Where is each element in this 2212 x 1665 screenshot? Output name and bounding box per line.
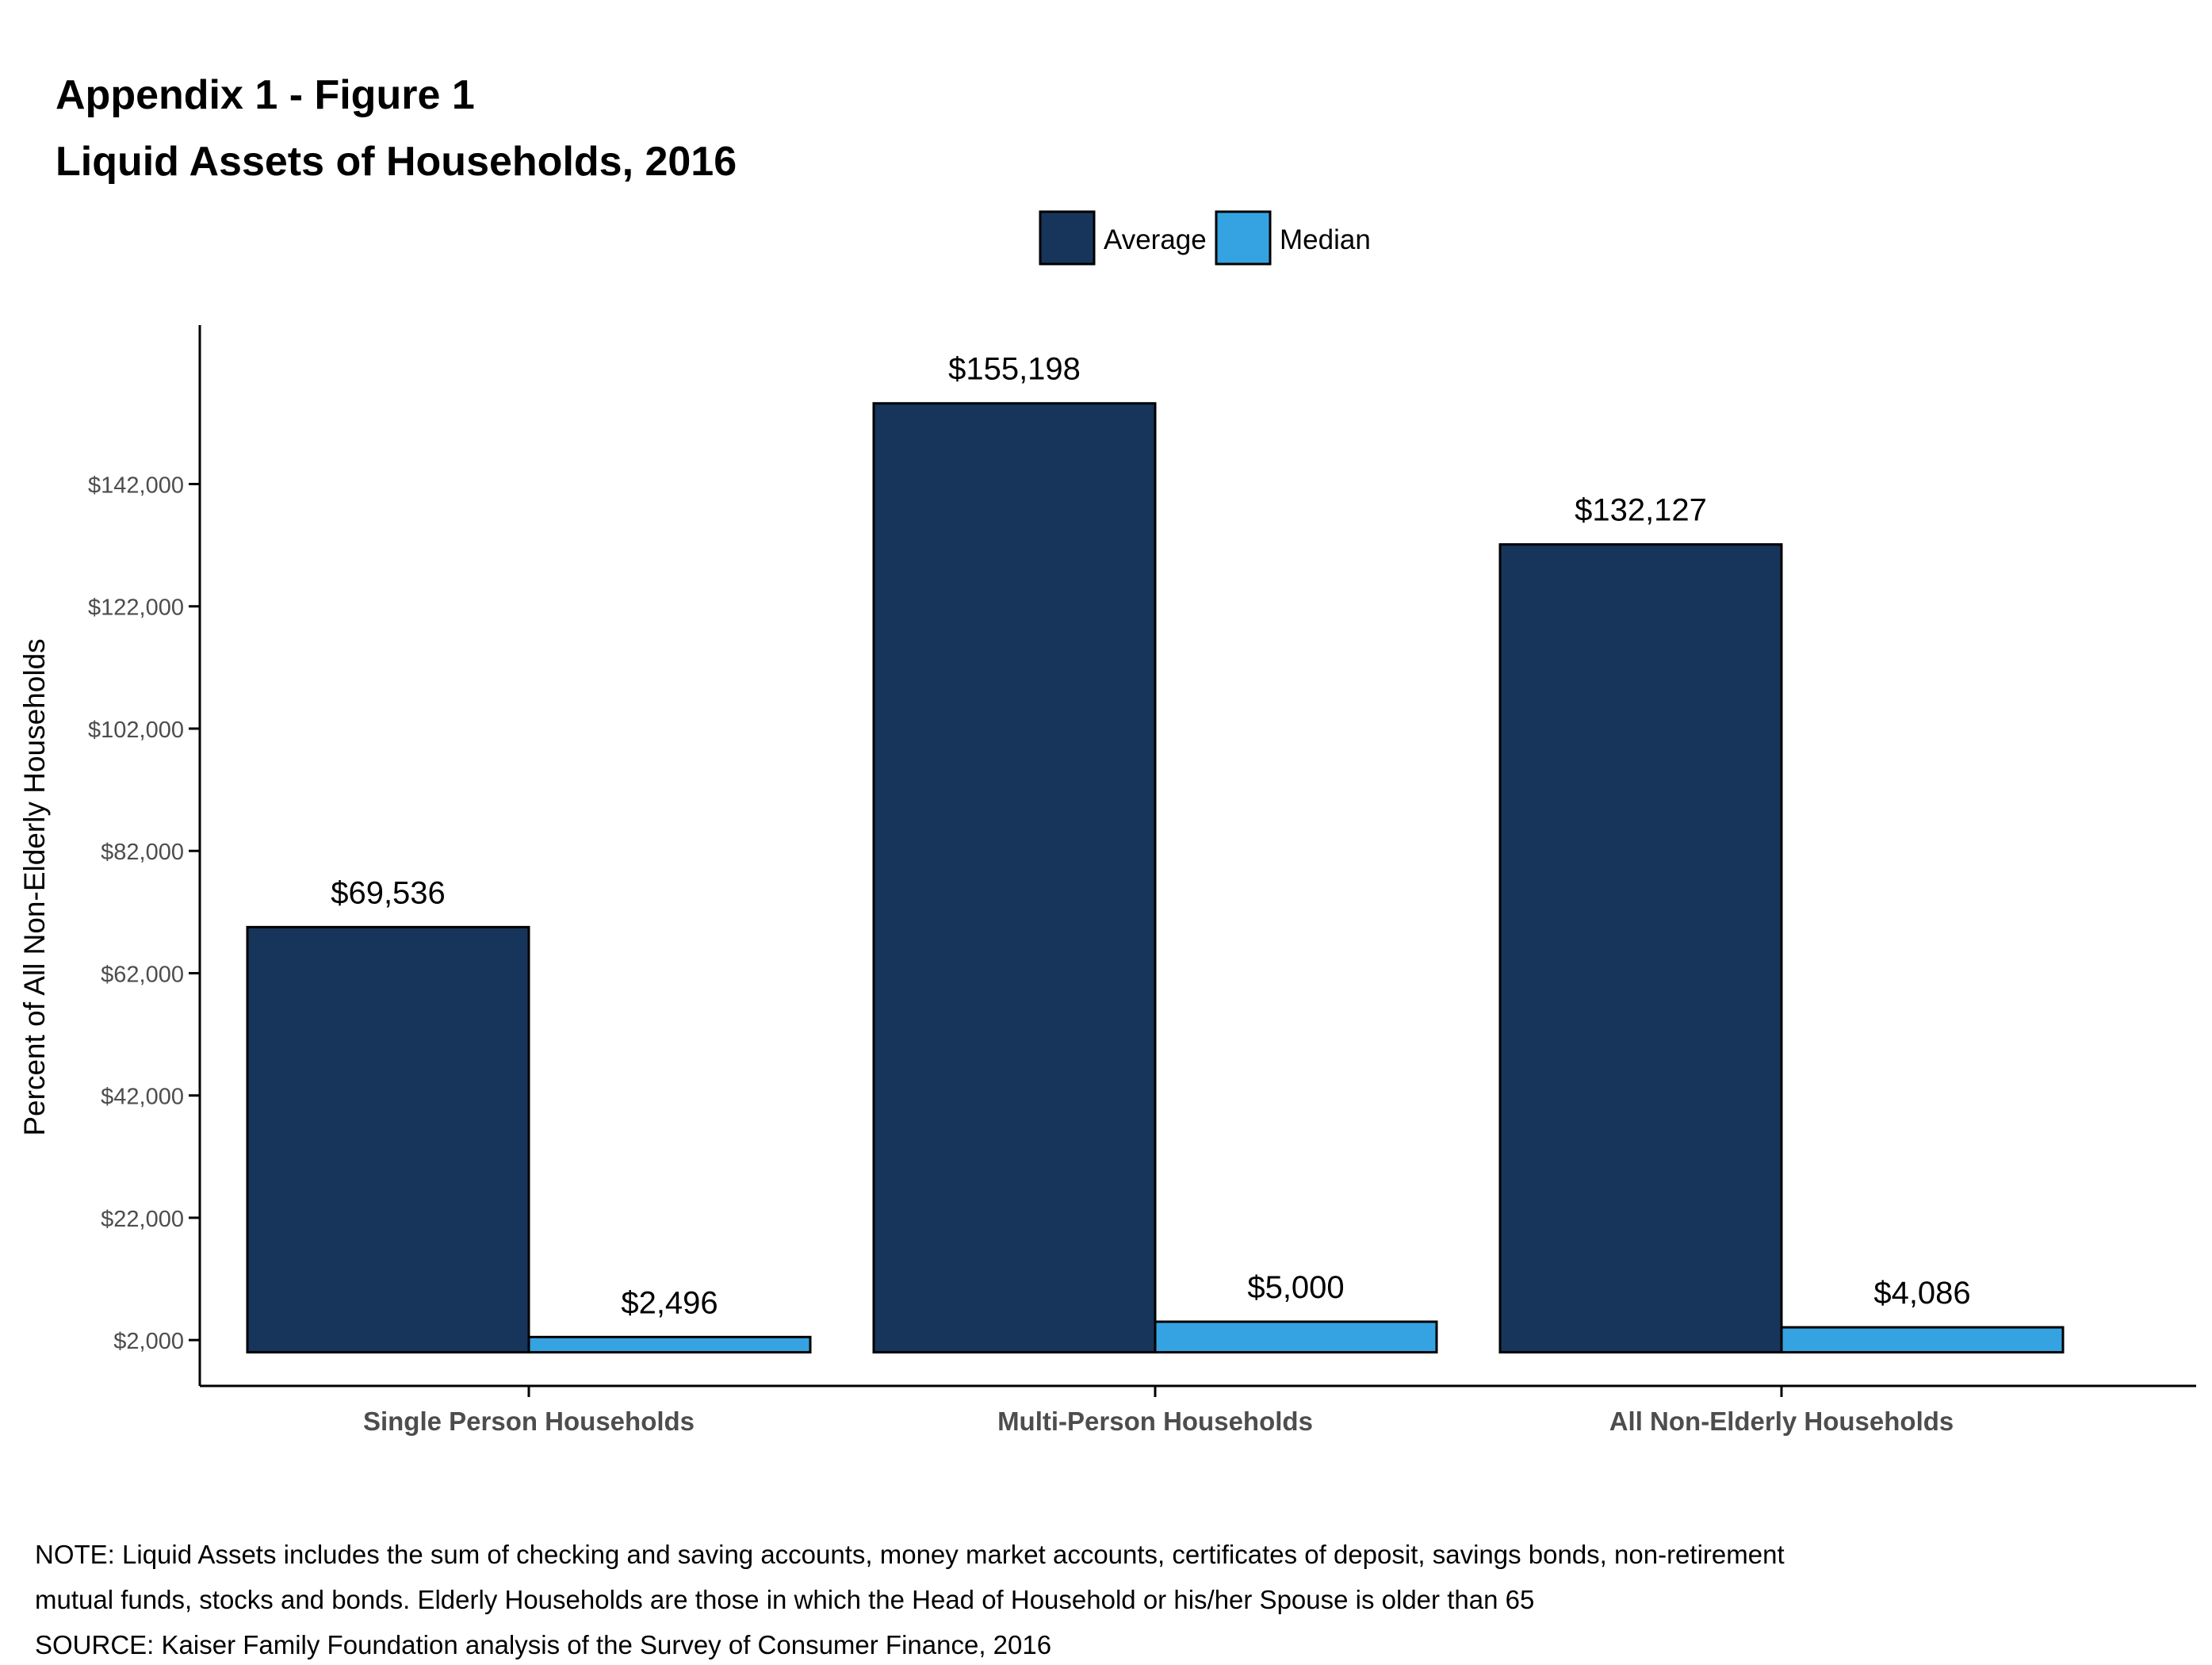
- bars: [246, 402, 2065, 1354]
- legend-swatch-average: [1039, 210, 1096, 266]
- chart-title: Appendix 1 - Figure 1: [55, 72, 475, 118]
- y-tick-label: $42,000: [101, 1085, 184, 1110]
- y-tick-label: $102,000: [88, 718, 184, 743]
- note-line-1: NOTE: Liquid Assets includes the sum of …: [35, 1540, 1785, 1569]
- y-tick-label: $82,000: [101, 840, 184, 865]
- data-label: $132,127: [1575, 493, 1707, 528]
- x-tick-label: All Non-Elderly Households: [1609, 1407, 1954, 1436]
- y-axis-title: Percent of All Non-Elderly Households: [18, 638, 51, 1135]
- x-axis: Single Person Households Multi-Person Hou…: [200, 1384, 2196, 1436]
- chart-subtitle: Liquid Assets of Households, 2016: [55, 139, 737, 185]
- data-label: $69,536: [331, 875, 446, 910]
- x-tick-label: Multi-Person Households: [997, 1407, 1313, 1436]
- x-tick-label: Single Person Households: [363, 1407, 695, 1436]
- bar-value-labels: $69,536 $2,496 $155,198 $5,000 $132,127 $4,08…: [331, 352, 1970, 1321]
- bar-median: [1780, 1326, 2065, 1354]
- bar-median: [1154, 1320, 1438, 1354]
- y-tick-label: $122,000: [88, 595, 184, 621]
- note-line-2: mutual funds, stocks and bonds. Elderly …: [35, 1585, 1535, 1614]
- bar-average: [246, 925, 530, 1354]
- bar-average: [1498, 543, 1783, 1354]
- y-tick-label: $142,000: [88, 473, 184, 499]
- legend-label-median: Median: [1280, 224, 1371, 255]
- data-label: $155,198: [948, 352, 1081, 387]
- footnotes: NOTE: Liquid Assets includes the sum of …: [35, 1532, 1785, 1665]
- legend-label-average: Average: [1104, 224, 1207, 255]
- legend: Average Median: [1039, 210, 1371, 266]
- data-label: $5,000: [1247, 1270, 1344, 1305]
- y-tick-label: $22,000: [101, 1207, 184, 1232]
- source-line: SOURCE: Kaiser Family Foundation analysi…: [35, 1630, 1052, 1659]
- bar-median: [527, 1335, 812, 1354]
- y-tick-label: $62,000: [101, 962, 184, 987]
- chart-title-block: Appendix 1 - Figure 1 Liquid Assets of H…: [55, 62, 737, 195]
- data-label: $4,086: [1873, 1276, 1970, 1311]
- bar-average: [872, 402, 1157, 1354]
- data-label: $2,496: [621, 1285, 718, 1320]
- y-tick-label: $2,000: [113, 1329, 184, 1354]
- y-axis: $2,000 $22,000 $42,000 $62,000 $82,000 $102,0…: [18, 325, 201, 1386]
- legend-swatch-median: [1215, 210, 1272, 266]
